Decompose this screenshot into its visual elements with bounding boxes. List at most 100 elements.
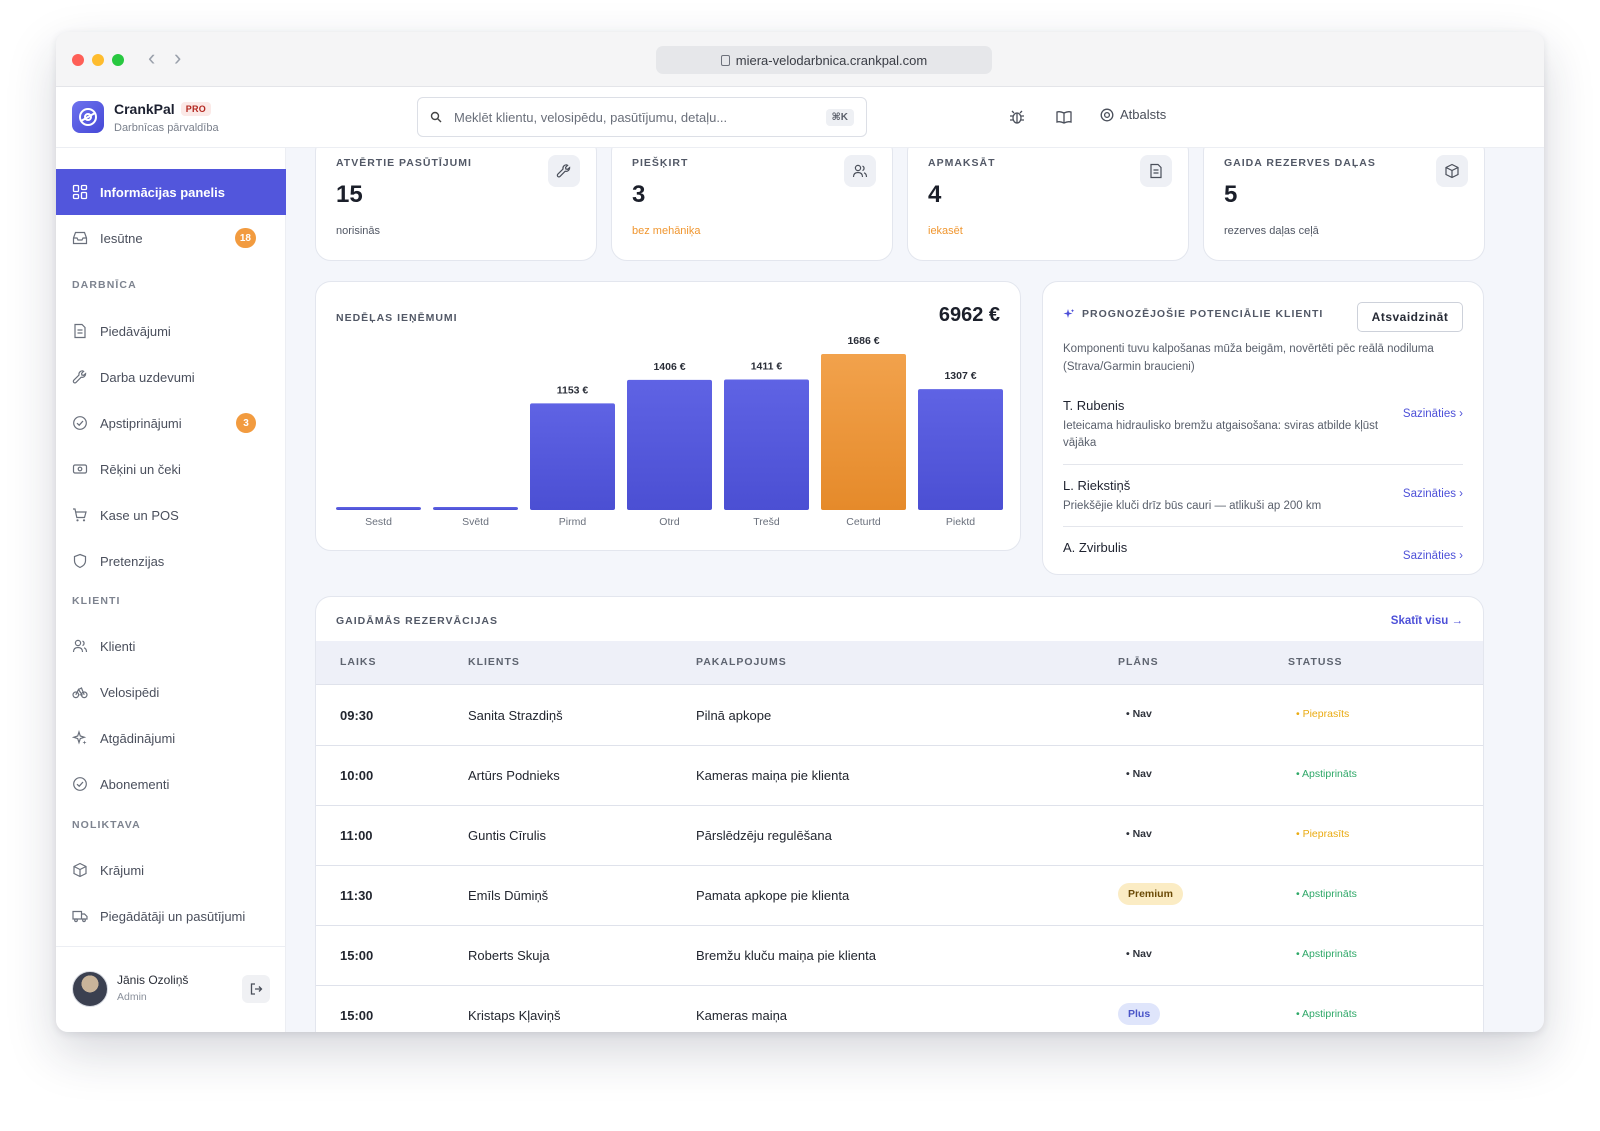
- browser-titlebar: ‹ › miera-velodarbnica.crankpal.com: [56, 32, 1544, 87]
- booking-client: Roberts Skuja: [468, 948, 550, 963]
- column-header-service[interactable]: PAKALPOJUMS: [696, 656, 787, 668]
- search-shortcut: ⌘K: [825, 108, 854, 126]
- user-role: Admin: [117, 991, 147, 1003]
- page-icon: [720, 54, 730, 66]
- sidebar-item-label: Apstiprinājumi: [100, 415, 182, 431]
- bar-value-label: 1307 €: [944, 370, 976, 382]
- revenue-bar-Piektd[interactable]: [918, 389, 1003, 510]
- revenue-title: NEDĒĻAS IEŅĒMUMI: [336, 312, 458, 324]
- sidebar-item-invoices[interactable]: Rēķini un čeki: [56, 446, 286, 492]
- support-link[interactable]: Atbalsts: [1100, 107, 1166, 122]
- revenue-bar-Trešd[interactable]: [724, 379, 809, 510]
- lead-contact-link[interactable]: Sazināties ›: [1402, 488, 1463, 500]
- forward-arrow-icon[interactable]: ›: [174, 45, 182, 70]
- brand: CrankPal PRO Darbnīcas pārvaldība: [114, 101, 219, 134]
- booking-time: 09:30: [340, 708, 374, 723]
- search-input[interactable]: [454, 109, 826, 125]
- sidebar: Informācijas panelis Iesūtne 18 DARBNĪCA…: [56, 148, 286, 1032]
- booking-time: 15:00: [340, 1008, 374, 1023]
- stat-value: 4: [928, 181, 942, 208]
- address-bar[interactable]: miera-velodarbnica.crankpal.com: [656, 46, 992, 74]
- revenue-bar-Svētd[interactable]: [433, 507, 518, 510]
- stat-card-awaiting-parts[interactable]: GAIDA REZERVES DAĻAS 5 rezerves daļas ce…: [1203, 148, 1485, 261]
- view-all-link[interactable]: Skatīt visu →: [1390, 615, 1463, 627]
- booking-time: 10:00: [340, 768, 374, 783]
- column-header-time[interactable]: LAIKS: [340, 656, 377, 668]
- avatar[interactable]: [72, 971, 108, 1007]
- table-header: LAIKS KLIENTS PAKALPOJUMS PLĀNS STATUSS: [316, 641, 1483, 685]
- table-row[interactable]: 15:00 Kristaps Kļaviņš Kameras maiņa Plu…: [316, 986, 1483, 1032]
- sidebar-item-inventory[interactable]: Krājumi: [56, 847, 286, 893]
- column-header-client[interactable]: KLIENTS: [468, 656, 520, 668]
- sidebar-item-quotes[interactable]: Piedāvājumi: [56, 308, 286, 354]
- sidebar-item-approvals[interactable]: Apstiprinājumi 3: [56, 400, 286, 446]
- sidebar-item-subscriptions[interactable]: Abonementi: [56, 761, 286, 807]
- stat-card-to-pay[interactable]: APMAKSĀT 4 iekasēt: [907, 148, 1189, 261]
- lead-divider: [1063, 526, 1463, 527]
- sidebar-item-reminders[interactable]: Atgādinājumi: [56, 715, 286, 761]
- app-subtitle: Darbnīcas pārvaldība: [114, 122, 219, 134]
- url-text: miera-velodarbnica.crankpal.com: [735, 52, 928, 68]
- column-header-status[interactable]: STATUSS: [1288, 656, 1343, 668]
- table-row[interactable]: 09:30 Sanita Strazdiņš Pilnā apkope • Na…: [316, 686, 1483, 746]
- sidebar-item-bikes[interactable]: Velosipēdi: [56, 669, 286, 715]
- sidebar-item-suppliers[interactable]: Piegādātāji un pasūtījumi: [56, 893, 286, 939]
- table-row[interactable]: 15:00 Roberts Skuja Bremžu kluču maiņa p…: [316, 926, 1483, 986]
- revenue-bar-Otrd[interactable]: [627, 379, 712, 510]
- bar-category-label: Svētd: [462, 516, 489, 528]
- stat-card-assign[interactable]: PIEŠĶIRT 3 bez mehāniķa: [611, 148, 893, 261]
- book-icon[interactable]: [1055, 108, 1073, 126]
- booking-plan: • Nav: [1126, 828, 1152, 840]
- lead-contact-link[interactable]: Sazināties ›: [1402, 408, 1463, 420]
- bar-value-label: 1406 €: [653, 361, 685, 373]
- user-box: Jānis Ozoliņš Admin: [56, 946, 286, 1032]
- table-row[interactable]: 10:00 Artūrs Podnieks Kameras maiņa pie …: [316, 746, 1483, 806]
- booking-service: Kameras maiņa pie klienta: [696, 768, 850, 783]
- table-row[interactable]: 11:00 Guntis Cīrulis Pārslēdzēju regulēš…: [316, 806, 1483, 866]
- bug-icon[interactable]: [1008, 108, 1026, 126]
- sidebar-item-label: Rēķini un čeki: [100, 461, 181, 477]
- booking-client: Guntis Cīrulis: [468, 828, 547, 843]
- column-header-plan[interactable]: PLĀNS: [1118, 656, 1159, 668]
- sidebar-item-claims[interactable]: Pretenzijas: [56, 538, 286, 584]
- logout-button[interactable]: [242, 975, 270, 1003]
- sidebar-item-inbox[interactable]: Iesūtne 18: [56, 215, 286, 261]
- minimize-window-button[interactable]: [92, 54, 104, 66]
- maximize-window-button[interactable]: [112, 54, 124, 66]
- revenue-bar-Ceturtd[interactable]: [821, 354, 906, 510]
- sidebar-item-pos[interactable]: Kase un POS: [56, 492, 286, 538]
- search-box[interactable]: ⌘K: [417, 97, 867, 137]
- sidebar-item-label: Velosipēdi: [100, 684, 160, 700]
- main-content: ATVĒRTIE PASŪTĪJUMI 15 norisinās PIEŠĶIR…: [286, 148, 1544, 1032]
- truck-icon: [72, 910, 88, 923]
- refresh-button[interactable]: Atsvaidzināt: [1357, 302, 1463, 332]
- bar-value-label: 1686 €: [847, 335, 879, 347]
- booking-client: Sanita Strazdiņš: [468, 708, 563, 723]
- stat-card-open-orders[interactable]: ATVĒRTIE PASŪTĪJUMI 15 norisinās: [315, 148, 597, 261]
- sidebar-item-dashboard[interactable]: Informācijas panelis: [56, 169, 286, 215]
- close-window-button[interactable]: [72, 54, 84, 66]
- booking-client: Emīls Dūmiņš: [468, 888, 549, 903]
- lead-contact-link[interactable]: Sazināties ›: [1402, 550, 1463, 562]
- booking-client: Artūrs Podnieks: [468, 768, 560, 783]
- lead-desc: Ieteicama hidraulisko bremžu atgaisošana…: [1063, 420, 1379, 449]
- section-title-warehouse: NOLIKTAVA: [72, 819, 141, 831]
- sidebar-item-work-orders[interactable]: Darba uzdevumi: [56, 354, 286, 400]
- stat-value: 5: [1224, 181, 1238, 208]
- back-arrow-icon[interactable]: ‹: [148, 45, 156, 70]
- revenue-bar-Sestd[interactable]: [336, 507, 421, 510]
- leads-description: Komponenti tuvu kalpošanas mūža beigām, …: [1063, 343, 1434, 373]
- table-row[interactable]: 11:30 Emīls Dūmiņš Pamata apkope pie kli…: [316, 866, 1483, 926]
- app-header: CrankPal PRO Darbnīcas pārvaldība ⌘K Atba…: [56, 87, 1544, 148]
- bar-value-label: 1153 €: [557, 384, 589, 396]
- sidebar-item-clients[interactable]: Klienti: [56, 623, 286, 669]
- booking-service: Pamata apkope pie klienta: [696, 888, 850, 903]
- crankpal-logo-icon[interactable]: [72, 101, 104, 133]
- browser-window: ‹ › miera-velodarbnica.crankpal.com Cran…: [56, 32, 1544, 1032]
- leads-title: PROGNOZĒJOŠIE POTENCIĀLIE KLIENTI: [1082, 308, 1324, 320]
- revenue-bar-Pirmd[interactable]: [530, 403, 615, 510]
- bar-category-label: Piektd: [946, 516, 975, 528]
- stat-title: ATVĒRTIE PASŪTĪJUMI: [336, 157, 472, 169]
- badge-check-icon: [73, 777, 87, 791]
- approvals-count-badge: 3: [236, 413, 256, 433]
